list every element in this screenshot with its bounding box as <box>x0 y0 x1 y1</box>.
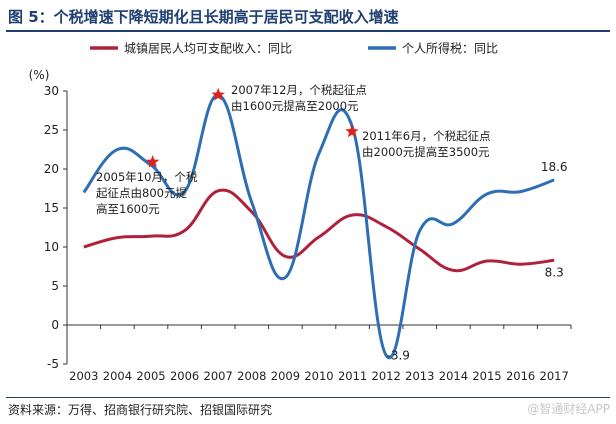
y-tick-label: 30 <box>44 84 59 98</box>
x-tick-label: 2011 <box>338 369 367 383</box>
chart-legend: 城镇居民人均可支配收入：同比 个人所得税：同比 <box>90 41 498 56</box>
data-label: 8.3 <box>545 265 564 279</box>
annotation-star-marker <box>345 124 359 138</box>
x-tick-label: 2008 <box>237 369 266 383</box>
y-tick-label: 10 <box>44 240 59 254</box>
legend-label: 个人所得税：同比 <box>402 41 498 56</box>
x-tick-label: 2007 <box>204 369 233 383</box>
y-axis-unit-label: (%) <box>29 68 50 82</box>
tax-growth-line <box>82 93 555 360</box>
footer-rule <box>6 397 610 398</box>
annotation-text: 高至1600元 <box>96 202 160 216</box>
chart-axes: -5 0 5 10 15 20 25 30 (%) 2003 2004 2005 2006 2007 200… <box>29 68 572 383</box>
x-tick-label: 2016 <box>506 369 535 383</box>
line-chart: -5 0 5 10 15 20 25 30 (%) 2003 2004 2005 2006 2007 200… <box>29 41 572 383</box>
y-tick-label: 5 <box>51 279 59 293</box>
chart-series: 18.6 8.3 -3.9 <box>82 93 568 362</box>
annotation-text: 由2000元提高至3500元 <box>362 145 490 159</box>
annotation-star-marker <box>211 87 225 101</box>
x-tick-label: 2003 <box>69 369 98 383</box>
data-label: -3.9 <box>386 348 409 362</box>
x-tick-label: 2004 <box>103 369 132 383</box>
watermark: @智通财经APP <box>527 402 610 416</box>
annotation-text: 由1600元提高至2000元 <box>231 99 359 113</box>
y-tick-label: 0 <box>51 318 59 332</box>
annotation-text: 起征点由800元提 <box>96 186 187 200</box>
legend-label: 城镇居民人均可支配收入：同比 <box>124 42 292 56</box>
income-growth-line <box>83 188 555 273</box>
x-tick-label: 2009 <box>271 369 300 383</box>
source-note: 资料来源：万得、招商银行研究院、招银国际研究 <box>8 403 273 417</box>
x-tick-label: 2017 <box>540 369 569 383</box>
x-tick-label: 2014 <box>439 369 468 383</box>
x-tick-label: 2015 <box>472 369 501 383</box>
annotation-text: 2007年12月，个税起征点 <box>231 83 367 97</box>
x-tick-label: 2010 <box>304 369 333 383</box>
figure-title: 图 5：个税增速下降短期化且长期高于居民可支配收入增速 <box>8 8 399 26</box>
x-tick-label: 2006 <box>170 369 199 383</box>
annotation-text: 2011年6月，个税起征点 <box>362 129 491 143</box>
x-tick-label: 2005 <box>136 369 165 383</box>
x-tick-label: 2013 <box>405 369 434 383</box>
y-tick-label: -5 <box>47 357 59 371</box>
data-label: 18.6 <box>541 160 568 174</box>
x-tick-label: 2012 <box>372 369 401 383</box>
y-tick-label: 15 <box>44 201 59 215</box>
title-rule <box>6 30 610 32</box>
y-tick-label: 20 <box>44 162 59 176</box>
annotation-star-marker <box>146 155 160 168</box>
annotation-text: 2005年10月，个税 <box>96 170 198 184</box>
y-tick-label: 25 <box>44 123 59 137</box>
